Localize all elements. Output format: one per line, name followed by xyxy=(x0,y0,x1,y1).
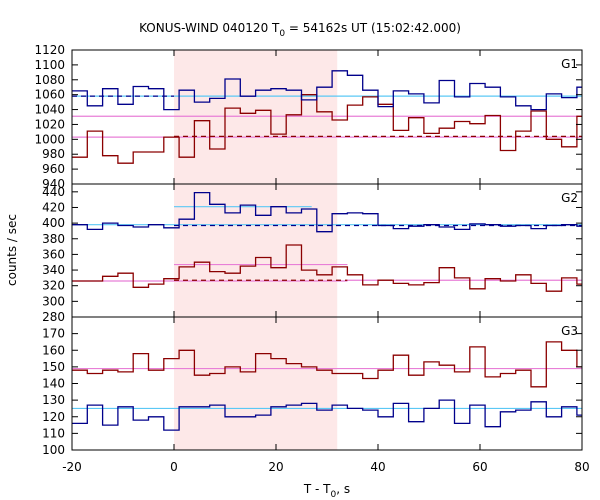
y-tick-label: 300 xyxy=(42,294,65,308)
panel-g3: 100 110 120 130 140 150 160 170 G3 xyxy=(42,316,583,457)
y-tick-label: 360 xyxy=(42,247,65,261)
y-tick-label: 150 xyxy=(42,360,65,374)
x-tick-label: 40 xyxy=(370,460,385,474)
y-tick-label: 1120 xyxy=(34,43,65,57)
y-tick-label: 170 xyxy=(42,327,65,341)
y-tick-label: 1060 xyxy=(34,88,65,102)
y-tick-label: 960 xyxy=(42,162,65,176)
x-tick-label: 0 xyxy=(170,460,178,474)
red-count-series xyxy=(72,244,582,292)
y-tick-label: 440 xyxy=(42,185,65,199)
y-tick-label: 320 xyxy=(42,279,65,293)
y-tick-label: 940 xyxy=(42,177,65,191)
y-tick-label: 100 xyxy=(42,443,65,457)
y-tick-label: 1080 xyxy=(34,73,65,87)
y-tick-label: 1100 xyxy=(34,58,65,72)
x-tick-label: 80 xyxy=(574,460,589,474)
x-tick-label: -20 xyxy=(62,460,82,474)
y-tick-label: 340 xyxy=(42,263,65,277)
red-count-series xyxy=(72,341,582,388)
y-tick-label: 160 xyxy=(42,343,65,357)
x-tick-label: 60 xyxy=(472,460,487,474)
x-tick-label: 20 xyxy=(268,460,283,474)
y-tick-label: 110 xyxy=(42,426,65,440)
panel-label-g1: G1 xyxy=(561,57,578,71)
y-tick-label: 280 xyxy=(42,310,65,324)
chart-title: KONUS-WIND 040120 T0 = 54162s UT (15:02:… xyxy=(139,21,461,39)
panel-label-g3: G3 xyxy=(561,324,578,338)
y-tick-label: 1040 xyxy=(34,103,65,117)
blue-count-series xyxy=(72,399,582,431)
panel-label-g2: G2 xyxy=(561,191,578,205)
y-tick-label: 120 xyxy=(42,410,65,424)
y-tick-label: 420 xyxy=(42,200,65,214)
red-count-series xyxy=(72,94,582,164)
y-tick-label: 1000 xyxy=(34,132,65,146)
y-tick-label: 380 xyxy=(42,232,65,246)
x-axis-label: T - T0, s xyxy=(303,482,350,500)
y-tick-label: 400 xyxy=(42,216,65,230)
y-tick-label: 1020 xyxy=(34,117,65,131)
y-tick-label: 130 xyxy=(42,393,65,407)
y-axis-label: counts / sec xyxy=(5,214,19,286)
y-tick-label: 140 xyxy=(42,377,65,391)
blue-count-series xyxy=(72,70,582,111)
y-tick-label: 980 xyxy=(42,147,65,161)
